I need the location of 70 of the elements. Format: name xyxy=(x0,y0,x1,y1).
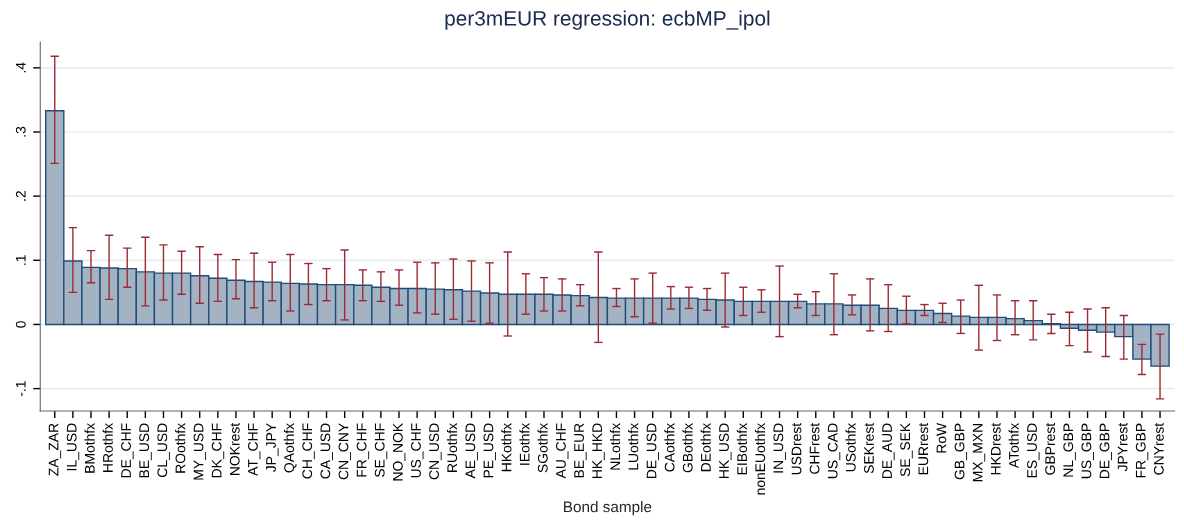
x-tick-label: HKDrest xyxy=(990,422,1001,475)
x-tick-label: US_CAD xyxy=(827,423,841,479)
x-tick-label: FR_GBP xyxy=(1135,423,1149,478)
x-tick-label: BMothfx xyxy=(84,423,95,473)
x-tick-label: ES_USD xyxy=(1027,423,1040,478)
x-tick-label: MX_MXN xyxy=(972,424,986,482)
x-tick-label: PE_USD xyxy=(483,423,496,478)
x-tick-label: NO_NOK xyxy=(392,423,406,481)
x-tick-label: EURrest xyxy=(918,422,929,475)
x-tick-label: AE_USD xyxy=(465,423,478,479)
x-tick-label: DEothfx xyxy=(700,423,711,472)
x-tick-label: LUothfx xyxy=(628,423,639,470)
x-tick-label: NLothfx xyxy=(609,423,621,470)
y-tick-label: -.1 xyxy=(16,381,26,397)
x-tick-label: SE_SEK xyxy=(900,423,913,477)
x-tick-label: HK_HKD xyxy=(592,423,605,479)
x-tick-label: DE_CHF xyxy=(121,423,134,478)
x-tick-label: CL_USD xyxy=(157,423,170,477)
x-tick-label: JP_JPY xyxy=(266,423,279,473)
x-axis-title: Bond sample xyxy=(564,500,652,516)
x-tick-label: MY_USD xyxy=(193,423,207,480)
x-tick-label: DK_CHF xyxy=(211,423,225,478)
x-tick-label: BE_USD xyxy=(139,423,152,478)
x-tick-label: BE_EUR xyxy=(574,423,587,478)
x-tick-label: CA_USD xyxy=(320,423,333,479)
x-tick-label: ROothfx xyxy=(175,423,186,473)
x-tick-label: FR_CHF xyxy=(356,423,370,477)
x-tick-label: SEKrest xyxy=(864,422,874,474)
x-tick-label: US_CHF xyxy=(411,423,424,478)
y-tick-label: 0 xyxy=(15,321,26,328)
x-tick-label: NL_GBP xyxy=(1063,423,1076,477)
x-tick-label: SGothfx xyxy=(537,423,548,473)
x-tick-label: DE_USD xyxy=(646,423,660,479)
chart-title: per3mEUR regression: ecbMP_ipol xyxy=(445,10,770,30)
x-tick-label: AT_CHF xyxy=(247,423,261,476)
x-tick-label: IN_USD xyxy=(773,423,786,473)
y-tick-label: .2 xyxy=(15,191,26,201)
x-tick-label: NOKrest xyxy=(229,422,240,475)
x-tick-label: USDrest xyxy=(791,422,802,475)
x-tick-label: SE_CHF xyxy=(374,423,388,478)
x-tick-label: EIBothfx xyxy=(736,423,748,475)
y-tick-label: .1 xyxy=(16,255,26,265)
x-tick-label: JPYrest xyxy=(1117,422,1128,472)
x-tick-label: DE_GBP xyxy=(1099,423,1113,479)
x-tick-label: HKothfx xyxy=(501,423,512,472)
x-tick-label: GBPrest xyxy=(1045,422,1056,475)
x-tick-label: ZA_ZAR xyxy=(48,423,62,476)
x-tick-label: CN_CNY xyxy=(338,423,352,480)
y-tick-label: .3 xyxy=(15,126,26,137)
x-tick-label: RoW xyxy=(936,422,947,453)
x-tick-label: HK_USD xyxy=(719,423,732,479)
x-tick-label: CNYrest xyxy=(1153,422,1164,475)
x-tick-label: HRothfx xyxy=(102,423,113,472)
x-tick-label: RUothfx xyxy=(446,423,458,472)
x-tick-label: CH_CHF xyxy=(302,423,315,479)
x-tick-label: DE_AUD xyxy=(882,423,895,479)
x-tick-label: IL_USD xyxy=(66,423,80,471)
x-tick-label: CN_USD xyxy=(429,423,442,480)
x-tick-label: USothfx xyxy=(845,423,856,472)
x-tick-label: CAothfx xyxy=(664,423,675,472)
x-tick-label: QAothfx xyxy=(283,423,297,473)
x-tick-label: ATothfx xyxy=(1008,423,1019,469)
x-tick-label: IEothfx xyxy=(519,423,530,465)
x-tick-label: US_GBP xyxy=(1081,423,1094,479)
x-tick-label: nonEUothfx xyxy=(754,423,766,495)
y-tick-label: .4 xyxy=(16,62,26,73)
x-tick-label: CHFrest xyxy=(809,422,820,474)
x-tick-label: GBothfx xyxy=(682,423,693,473)
x-tick-label: GB_GBP xyxy=(954,423,968,480)
x-tick-label: AU_CHF xyxy=(555,423,569,479)
